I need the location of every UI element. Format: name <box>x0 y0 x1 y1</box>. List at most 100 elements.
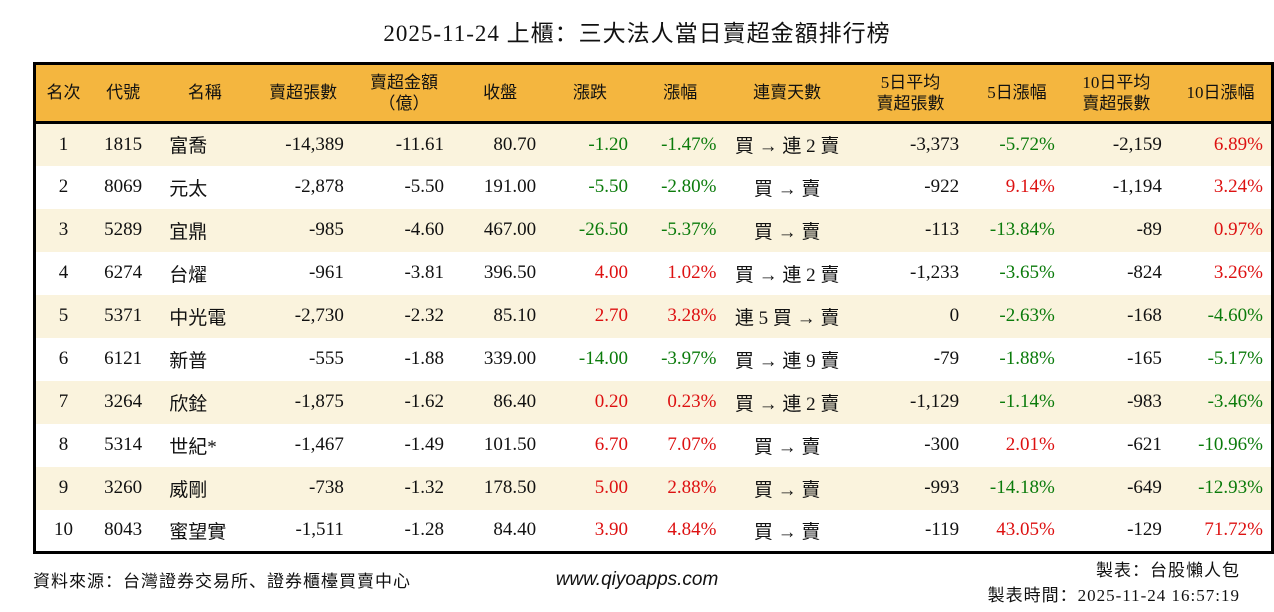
cell-change: -14.00 <box>578 348 628 369</box>
cell-avg10_lots: -983 <box>1127 391 1162 412</box>
data-source-note: 資料來源：台灣證券交易所、證券櫃檯買賣中心 <box>33 572 411 591</box>
cell-pct10: 0.97% <box>1213 219 1263 240</box>
column-header-code: 代號 <box>106 83 141 103</box>
cell-name: 宜鼎 <box>169 221 208 243</box>
cell-avg5_lots: -922 <box>924 176 960 197</box>
cell-sell_streak: 連 5 買 → 賣 <box>734 307 840 329</box>
table-row: 1 1815 富喬 -14,389 -11.61 80.70 -1.20 -1.47% 買 → … <box>34 122 1273 166</box>
cell-pct5: -3.65% <box>999 262 1055 283</box>
cell-rank: 10 <box>53 519 73 541</box>
cell-net_sell_lots: -555 <box>309 348 344 369</box>
column-header-sell_streak: 連賣天數 <box>753 83 822 103</box>
cell-change: -26.50 <box>578 219 628 240</box>
cell-change_pct: 1.02% <box>667 262 717 283</box>
cell-code: 5314 <box>104 434 143 455</box>
cell-pct10: 3.26% <box>1213 262 1263 283</box>
cell-rank: 6 <box>58 348 69 369</box>
cell-change: 3.90 <box>594 519 628 541</box>
cell-close: 84.40 <box>493 519 537 541</box>
cell-change: 2.70 <box>594 305 628 326</box>
cell-name: 中光電 <box>169 307 227 329</box>
cell-sell_streak: 買 → 賣 <box>753 521 821 543</box>
cell-avg5_lots: -1,233 <box>910 262 960 283</box>
cell-avg5_lots: -119 <box>924 519 960 541</box>
cell-pct5: 9.14% <box>1005 176 1055 197</box>
cell-net_sell_amount: -4.60 <box>404 219 445 240</box>
cell-net_sell_lots: -738 <box>309 477 344 498</box>
cell-change_pct: 0.23% <box>667 391 717 412</box>
table-row: 9 3260 威剛 -738 -1.32 178.50 5.00 2.88% 買 → 賣 -993… <box>34 466 1273 510</box>
ranking-table: 名次 代號 名稱 賣超張數 賣超金額 （億） 收盤 漲跌 漲幅 連賣天數 5日平均 賣超張數 5日漲… <box>33 62 1274 554</box>
cell-pct10: 3.24% <box>1213 176 1263 197</box>
cell-net_sell_amount: -11.61 <box>395 133 445 155</box>
table-row: 5 5371 中光電 -2,730 -2.32 85.10 2.70 3.28% 連 5 買 →… <box>34 294 1273 338</box>
cell-net_sell_lots: -1,875 <box>294 391 344 412</box>
cell-pct5: -2.63% <box>999 305 1055 326</box>
cell-sell_streak: 買 → 賣 <box>753 479 821 501</box>
column-header-name: 名稱 <box>187 83 222 103</box>
cell-sell_streak: 買 → 連 9 賣 <box>734 350 840 372</box>
cell-avg10_lots: -1,194 <box>1112 176 1162 197</box>
table-body: 1 1815 富喬 -14,389 -11.61 80.70 -1.20 -1.47% 買 → … <box>34 122 1273 553</box>
cell-code: 3260 <box>104 477 143 498</box>
column-header-close: 收盤 <box>483 83 518 103</box>
cell-code: 5289 <box>104 219 143 240</box>
cell-pct5: -14.18% <box>989 477 1055 498</box>
cell-name: 元太 <box>169 178 208 200</box>
cell-name: 欣銓 <box>169 393 208 415</box>
cell-sell_streak: 買 → 賣 <box>753 436 821 458</box>
generated-time: 製表時間：2025-11-24 16:57:19 <box>987 586 1240 605</box>
cell-change_pct: -1.47% <box>661 133 717 155</box>
cell-avg5_lots: -79 <box>933 348 960 369</box>
cell-pct5: 43.05% <box>996 519 1055 541</box>
cell-net_sell_lots: -1,511 <box>295 519 344 541</box>
cell-pct10: -5.17% <box>1207 348 1263 369</box>
cell-net_sell_lots: -2,878 <box>294 176 344 197</box>
cell-code: 5371 <box>104 305 143 326</box>
cell-change: -1.20 <box>588 133 628 155</box>
cell-code: 8069 <box>104 176 143 197</box>
table-maker: 製表：台股懶人包 <box>1096 561 1240 580</box>
cell-name: 新普 <box>169 350 208 372</box>
table-row: 7 3264 欣銓 -1,875 -1.62 86.40 0.20 0.23% 買 → 連 2 … <box>34 380 1273 424</box>
cell-pct10: -4.60% <box>1207 305 1263 326</box>
cell-change_pct: -3.97% <box>661 348 717 369</box>
cell-net_sell_lots: -2,730 <box>294 305 344 326</box>
column-header-rank: 名次 <box>46 83 81 103</box>
cell-net_sell_lots: -961 <box>309 262 344 283</box>
cell-net_sell_amount: -2.32 <box>404 305 445 326</box>
cell-rank: 1 <box>58 133 69 155</box>
cell-name: 世紀* <box>169 436 217 458</box>
cell-pct10: -10.96% <box>1198 434 1263 455</box>
cell-avg5_lots: -3,373 <box>910 133 960 155</box>
credits: 製表：台股懶人包 製表時間：2025-11-24 16:57:19 <box>988 558 1240 608</box>
cell-change: 0.20 <box>594 391 628 412</box>
cell-close: 191.00 <box>483 176 537 197</box>
cell-code: 3264 <box>104 391 143 412</box>
cell-code: 1815 <box>104 133 143 155</box>
cell-change: 6.70 <box>594 434 628 455</box>
cell-net_sell_lots: -1,467 <box>294 434 344 455</box>
cell-name: 威剛 <box>169 479 208 501</box>
column-header-avg5_lots: 5日平均 賣超張數 <box>876 72 945 113</box>
cell-pct5: -13.84% <box>989 219 1055 240</box>
cell-avg10_lots: -165 <box>1127 348 1162 369</box>
cell-pct5: -1.14% <box>999 391 1055 412</box>
cell-rank: 9 <box>58 477 69 498</box>
cell-close: 85.10 <box>493 305 537 326</box>
cell-code: 6274 <box>104 262 143 283</box>
column-header-change_pct: 漲幅 <box>663 83 698 103</box>
cell-net_sell_amount: -1.49 <box>404 434 445 455</box>
cell-rank: 8 <box>58 434 69 455</box>
cell-sell_streak: 買 → 連 2 賣 <box>734 136 840 158</box>
cell-pct5: -5.72% <box>999 133 1055 155</box>
cell-avg5_lots: -113 <box>924 219 960 240</box>
cell-close: 339.00 <box>483 348 537 369</box>
cell-avg5_lots: -1,129 <box>910 391 960 412</box>
table-row: 3 5289 宜鼎 -985 -4.60 467.00 -26.50 -5.37% 買 → 賣 -… <box>34 208 1273 252</box>
cell-change_pct: 4.84% <box>667 519 717 541</box>
cell-change_pct: 7.07% <box>667 434 717 455</box>
cell-sell_streak: 買 → 賣 <box>753 178 821 200</box>
cell-rank: 4 <box>58 262 69 283</box>
column-header-net_sell_lots: 賣超張數 <box>269 83 338 103</box>
